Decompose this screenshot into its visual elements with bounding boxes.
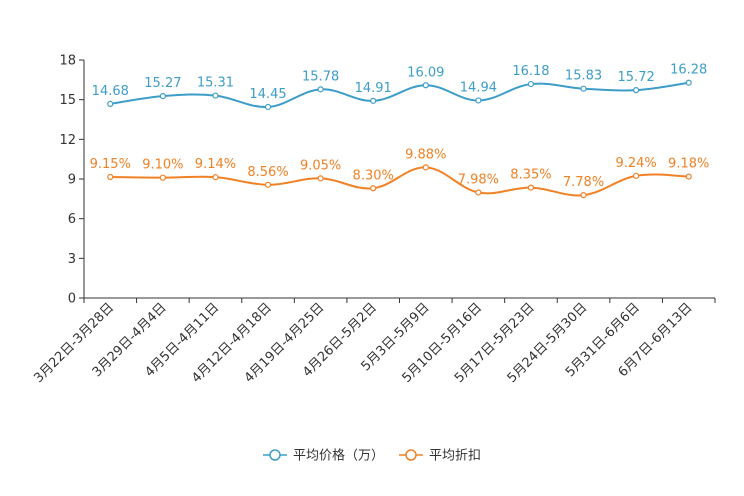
data-label: 9.14% (195, 157, 236, 172)
data-point (475, 189, 482, 196)
data-label: 8.30% (353, 168, 394, 183)
data-point (527, 80, 535, 88)
data-label: 8.35% (510, 168, 551, 183)
data-point (527, 184, 535, 191)
legend: 平均价格（万） 平均折扣 (263, 448, 481, 464)
series-line (110, 166, 689, 197)
series-layer: 14.68 15.27 15.31 14.45 15.78 14.91 16.09 14.94… (90, 63, 709, 199)
data-label: 7.78% (563, 175, 604, 190)
data-point (317, 175, 324, 182)
series-line (110, 81, 689, 108)
data-label: 16.18 (512, 64, 549, 79)
y-tick-label: 9 (68, 173, 76, 188)
data-label: 9.15% (90, 157, 131, 172)
data-point (633, 87, 640, 94)
y-tick-label: 6 (68, 212, 76, 227)
data-label: 9.05% (300, 158, 341, 173)
data-point (107, 100, 114, 107)
data-label: 9.88% (405, 147, 446, 162)
data-point (370, 97, 377, 104)
data-label: 14.91 (355, 81, 392, 96)
y-tick-label: 18 (59, 54, 76, 69)
data-point (264, 103, 272, 111)
data-point (370, 185, 377, 192)
data-point (685, 79, 692, 86)
data-label: 7.98% (458, 172, 499, 187)
data-label: 15.31 (197, 76, 234, 91)
data-point (580, 85, 587, 92)
legend-marker (269, 449, 281, 461)
y-tick-label: 0 (68, 292, 76, 307)
data-label: 8.56% (247, 165, 288, 180)
data-label: 16.09 (407, 65, 444, 80)
legend-item-0: 平均价格（万） (263, 448, 384, 464)
legend-label: 平均价格（万） (293, 448, 384, 464)
data-point (159, 174, 166, 181)
y-tick-label: 3 (68, 252, 76, 267)
series-1: 9.15% 9.10% 9.14% 8.56% 9.05% 8.30% 9.88% 7.98%… (90, 147, 709, 199)
data-label: 16.28 (670, 63, 707, 78)
y-tick-label: 12 (59, 133, 76, 148)
data-label: 14.94 (460, 80, 497, 95)
data-point (580, 192, 587, 199)
data-point (633, 172, 640, 179)
data-label: 15.78 (302, 69, 339, 84)
data-label: 14.68 (92, 84, 129, 99)
data-point (422, 82, 429, 89)
series-0: 14.68 15.27 15.31 14.45 15.78 14.91 16.09 14.94… (92, 63, 707, 111)
data-point (264, 181, 272, 188)
data-label: 14.45 (249, 87, 286, 102)
data-point (212, 174, 219, 181)
data-label: 15.27 (144, 76, 181, 91)
data-point (107, 173, 114, 181)
data-label: 9.18% (668, 157, 709, 172)
legend-item-1: 平均折扣 (399, 449, 481, 464)
legend-label: 平均折扣 (429, 449, 481, 464)
data-label: 9.24% (615, 156, 656, 171)
data-label: 9.10% (142, 158, 183, 173)
data-label: 15.72 (618, 70, 655, 85)
data-point (317, 86, 324, 93)
data-point (159, 92, 166, 100)
data-point (212, 92, 219, 99)
data-point (422, 164, 429, 171)
legend-marker (405, 449, 417, 461)
data-label: 15.83 (565, 69, 602, 84)
data-point (685, 173, 692, 180)
data-point (475, 97, 482, 104)
y-tick-label: 15 (59, 93, 76, 108)
